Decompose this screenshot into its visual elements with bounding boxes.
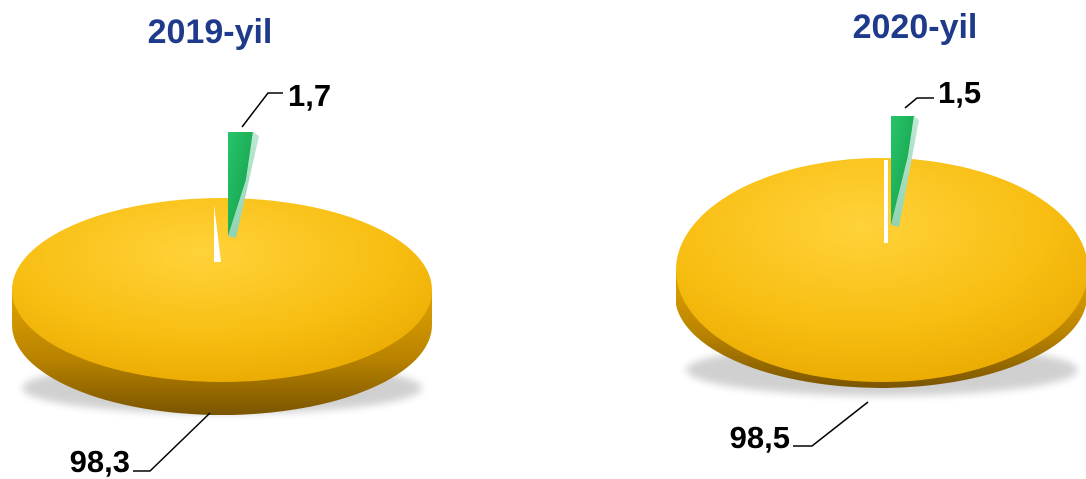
leader-line-98-5 [793, 401, 869, 447]
chart-title: 2020-yil [853, 8, 978, 46]
slice-gap [884, 160, 888, 243]
slice-1-5-wedge [891, 116, 919, 227]
leader-line-1-7 [241, 92, 283, 128]
leader-line-1-5 [904, 97, 934, 109]
slice-1-7-top [228, 132, 253, 236]
pie-2019: 2019-yil 1,7 98,3 [12, 13, 432, 479]
chart-title: 2019-yil [148, 13, 273, 51]
data-label-1-7: 1,7 [288, 78, 331, 113]
data-label-98-5: 98,5 [730, 420, 790, 455]
slice-98-3-top [12, 198, 432, 382]
slice-1-5-side [891, 116, 919, 227]
leader-line-98-3 [133, 412, 211, 472]
data-label-1-5: 1,5 [938, 75, 981, 110]
slice-1-5-top [891, 116, 914, 225]
data-label-98-3: 98,3 [70, 444, 130, 479]
slice-gap [214, 205, 221, 262]
slice-1-7-wedge [228, 132, 259, 238]
pie-2020: 2020-yil 1,5 98,5 [676, 8, 1086, 455]
slice-1-7-side [228, 132, 259, 238]
slice-98-5-top [676, 158, 1086, 382]
